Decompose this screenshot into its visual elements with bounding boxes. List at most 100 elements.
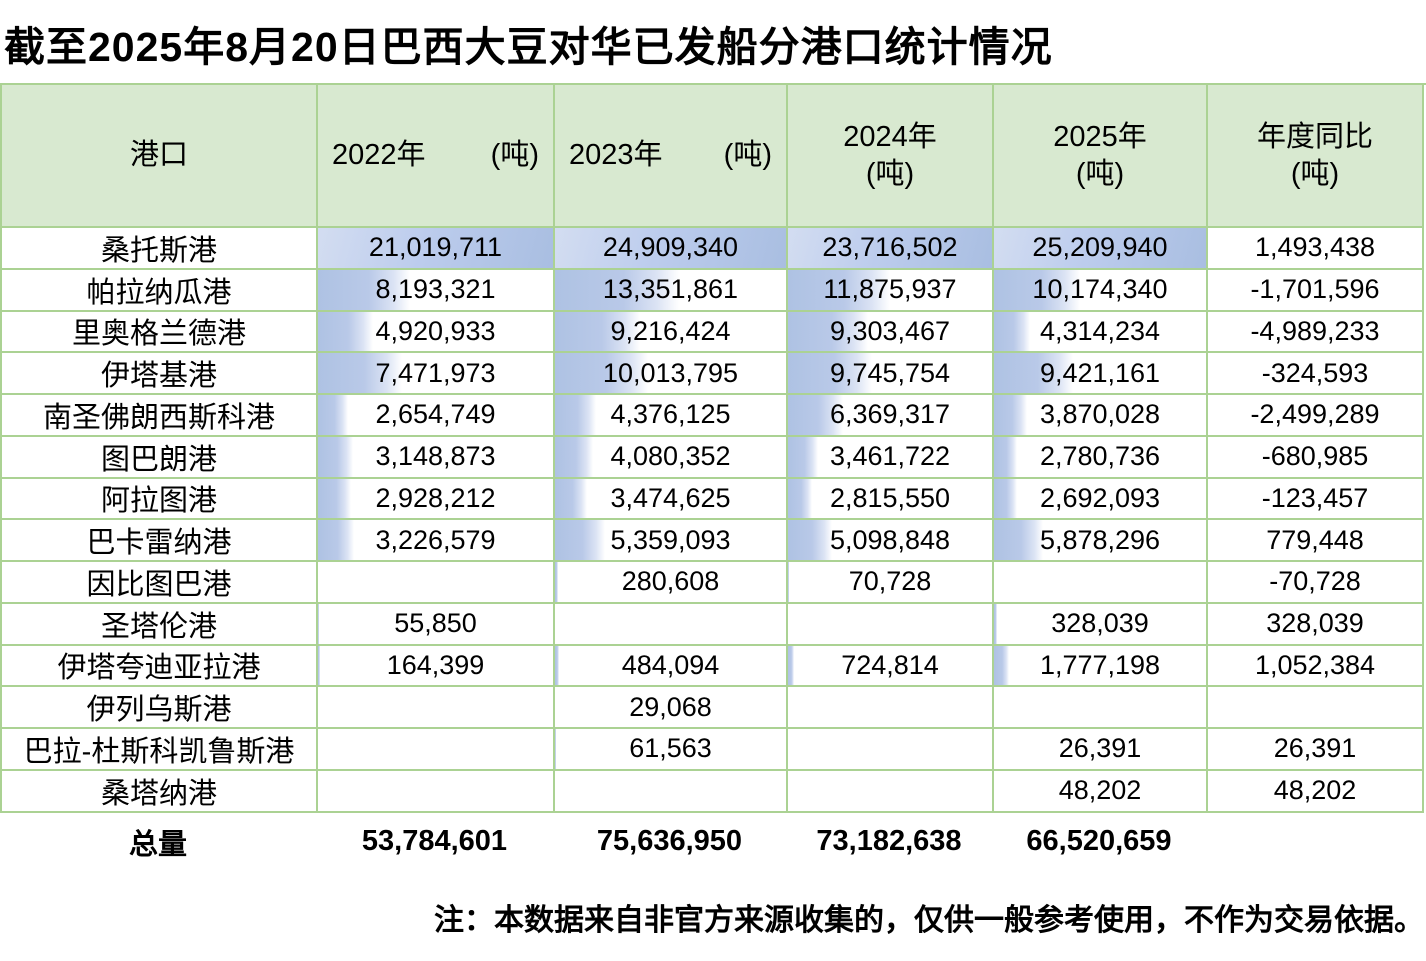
value-cell: 2,654,749	[318, 395, 555, 437]
header-stacked-label: 年度同比 (吨)	[1257, 119, 1373, 192]
value-text: 11,875,937	[823, 274, 957, 305]
totals-label: 总量	[128, 828, 187, 861]
data-bar	[555, 269, 679, 310]
data-bar	[555, 353, 648, 393]
value-cell: 3,148,873	[318, 436, 555, 479]
value-text: 55,850	[394, 608, 477, 639]
value-text: -4,989,233	[1250, 315, 1380, 346]
data-bar	[318, 436, 354, 477]
data-bar	[788, 478, 813, 519]
value-text: 26,391	[1058, 733, 1142, 764]
value-text: 13,351,861	[602, 274, 739, 305]
value-cell: 484,094	[555, 645, 788, 688]
value-text: 4,920,933	[375, 315, 496, 346]
value-text: 9,216,424	[610, 315, 731, 346]
value-cell: 3,226,579	[318, 520, 555, 562]
port-name-cell: 阿拉图港	[2, 478, 318, 521]
value-text: 164,399	[386, 649, 485, 680]
value-cell	[1208, 687, 1424, 729]
value-cell: 4,080,352	[555, 436, 788, 479]
header-unit-label: (吨)	[1075, 157, 1125, 190]
value-cell: 2,780,736	[994, 436, 1208, 479]
value-cell	[788, 770, 994, 813]
value-cell: 4,314,234	[994, 311, 1208, 354]
data-bar	[788, 269, 891, 310]
data-bar	[788, 645, 795, 686]
header-unit-label: (吨)	[865, 157, 915, 190]
value-text: 10,174,340	[1032, 274, 1168, 305]
value-text: 61,563	[629, 733, 712, 764]
port-name-cell: 桑托斯港	[2, 228, 318, 270]
header-unit-label: (吨)	[490, 139, 539, 172]
header-label: 港口	[129, 139, 188, 172]
value-cell: 3,461,722	[788, 436, 994, 479]
value-text: -2,499,289	[1250, 399, 1380, 430]
data-bar	[994, 478, 1017, 519]
value-cell: 328,039	[1208, 603, 1424, 646]
header-cell: 2024年 (吨)	[788, 85, 994, 228]
port-name-cell: 图巴朗港	[2, 436, 318, 479]
value-cell: 7,471,973	[318, 353, 555, 395]
value-cell: 6,369,317	[788, 395, 994, 437]
header-year-label: 2023年	[569, 139, 663, 172]
port-name: 因比图巴港	[86, 568, 232, 601]
value-cell: 24,909,340	[555, 228, 788, 270]
value-text: 7,471,973	[375, 357, 496, 388]
data-bar	[318, 478, 351, 519]
value-cell: 280,608	[555, 562, 788, 604]
data-bar	[994, 269, 1080, 310]
data-bar	[555, 729, 556, 769]
value-text: 8,193,321	[375, 274, 496, 305]
value-cell: 61,563	[555, 729, 788, 771]
value-cell: 70,728	[788, 562, 994, 604]
data-bar	[994, 603, 997, 644]
data-bar	[994, 353, 1074, 393]
value-cell: 48,202	[994, 770, 1208, 813]
value-text: 5,878,296	[1039, 524, 1161, 555]
value-text: 5,359,093	[610, 524, 731, 555]
value-text: 484,094	[621, 649, 720, 680]
value-cell	[318, 562, 555, 604]
value-text: 4,080,352	[610, 441, 731, 472]
header-year-label: 2022年	[332, 139, 426, 172]
port-name: 伊塔基港	[100, 360, 217, 393]
data-bar	[788, 436, 818, 477]
value-cell: 13,351,861	[555, 269, 788, 312]
data-bar	[788, 228, 992, 268]
value-text: 2,815,550	[829, 482, 951, 513]
value-cell	[994, 562, 1208, 604]
value-text: 1,493,438	[1254, 232, 1376, 263]
value-text: 9,745,754	[829, 357, 951, 388]
data-bar	[318, 603, 319, 644]
value-text: 2,780,736	[1039, 441, 1161, 472]
value-cell: 1,052,384	[1208, 645, 1424, 688]
value-cell: -1,701,596	[1208, 269, 1424, 312]
data-bar	[318, 228, 553, 268]
value-cell: 3,474,625	[555, 478, 788, 521]
data-bar	[788, 311, 869, 352]
value-cell: 2,692,093	[994, 478, 1208, 521]
value-cell: 5,098,848	[788, 520, 994, 562]
data-bar	[555, 520, 605, 560]
value-text: 23,716,502	[822, 232, 958, 263]
port-name-cell: 圣塔伦港	[2, 603, 318, 646]
data-bar	[318, 645, 320, 686]
value-cell: 21,019,711	[318, 228, 555, 270]
totals-value: 53,784,601	[361, 825, 508, 857]
value-text: 2,928,212	[375, 482, 496, 513]
port-name-cell: 因比图巴港	[2, 562, 318, 604]
port-name-cell: 帕拉纳瓜港	[2, 269, 318, 312]
value-cell: 5,359,093	[555, 520, 788, 562]
value-text: 3,474,625	[610, 482, 731, 513]
data-bar	[788, 520, 832, 560]
port-name: 伊列乌斯港	[86, 694, 232, 727]
port-name: 南圣佛朗西斯科港	[42, 401, 275, 434]
port-name-cell: 南圣佛朗西斯科港	[2, 395, 318, 437]
header-cell: 2023年 (吨)	[555, 85, 788, 228]
value-cell: 164,399	[318, 645, 555, 688]
port-name-cell: 桑塔纳港	[2, 770, 318, 813]
value-cell: 1,777,198	[994, 645, 1208, 688]
value-text: 3,461,722	[829, 441, 951, 472]
value-cell	[788, 729, 994, 771]
